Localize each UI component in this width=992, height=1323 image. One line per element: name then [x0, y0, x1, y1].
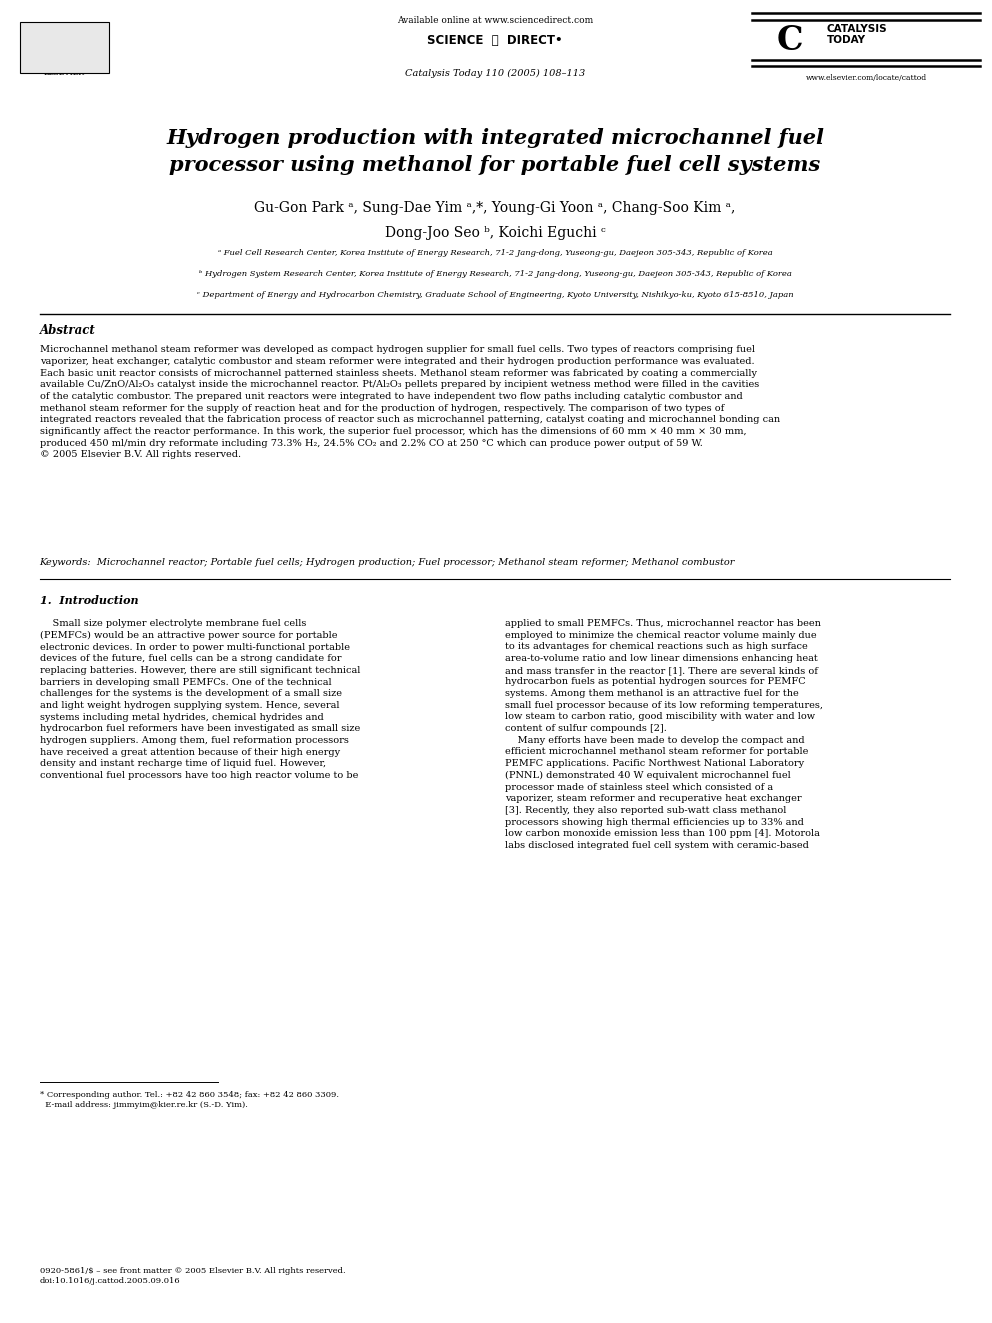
Text: Keywords:  Microchannel reactor; Portable fuel cells; Hydrogen production; Fuel : Keywords: Microchannel reactor; Portable…	[40, 558, 735, 568]
Text: SCIENCE  ⓐ  DIRECT•: SCIENCE ⓐ DIRECT•	[428, 34, 562, 48]
Text: Gu-Gon Park ᵃ, Sung-Dae Yim ᵃ,*, Young-Gi Yoon ᵃ, Chang-Soo Kim ᵃ,: Gu-Gon Park ᵃ, Sung-Dae Yim ᵃ,*, Young-G…	[254, 201, 736, 216]
Text: Catalysis Today 110 (2005) 108–113: Catalysis Today 110 (2005) 108–113	[405, 69, 585, 78]
Text: applied to small PEMFCs. Thus, microchannel reactor has been
employed to minimiz: applied to small PEMFCs. Thus, microchan…	[505, 619, 822, 849]
Text: Available online at www.sciencedirect.com: Available online at www.sciencedirect.co…	[397, 16, 593, 25]
Text: ▲
▲▲
███: ▲ ▲▲ ███	[58, 24, 70, 42]
Text: ᵃ Fuel Cell Research Center, Korea Institute of Energy Research, 71-2 Jang-dong,: ᵃ Fuel Cell Research Center, Korea Insti…	[217, 249, 773, 257]
Text: Microchannel methanol steam reformer was developed as compact hydrogen supplier : Microchannel methanol steam reformer was…	[40, 345, 780, 459]
Text: Small size polymer electrolyte membrane fuel cells
(PEMFCs) would be an attracti: Small size polymer electrolyte membrane …	[40, 619, 360, 781]
Text: ᵇ Hydrogen System Research Center, Korea Institute of Energy Research, 71-2 Jang: ᵇ Hydrogen System Research Center, Korea…	[198, 270, 792, 278]
Text: 0920-5861/$ – see front matter © 2005 Elsevier B.V. All rights reserved.
doi:10.: 0920-5861/$ – see front matter © 2005 El…	[40, 1267, 345, 1285]
Text: CATALYSIS
TODAY: CATALYSIS TODAY	[826, 24, 887, 45]
Text: Dong-Joo Seo ᵇ, Koichi Eguchi ᶜ: Dong-Joo Seo ᵇ, Koichi Eguchi ᶜ	[385, 226, 605, 241]
Text: ᶜ Department of Energy and Hydrocarbon Chemistry, Graduate School of Engineering: ᶜ Department of Energy and Hydrocarbon C…	[196, 291, 794, 299]
Text: www.elsevier.com/locate/cattod: www.elsevier.com/locate/cattod	[806, 74, 927, 82]
Text: * Corresponding author. Tel.: +82 42 860 3548; fax: +82 42 860 3309.
  E-mail ad: * Corresponding author. Tel.: +82 42 860…	[40, 1091, 338, 1109]
Text: Hydrogen production with integrated microchannel fuel
processor using methanol f: Hydrogen production with integrated micr…	[166, 128, 824, 175]
Text: ELSEVIER: ELSEVIER	[44, 69, 85, 77]
FancyBboxPatch shape	[20, 22, 109, 73]
Text: 1.  Introduction: 1. Introduction	[40, 595, 138, 606]
Text: Abstract: Abstract	[40, 324, 95, 337]
Text: C: C	[777, 24, 804, 57]
